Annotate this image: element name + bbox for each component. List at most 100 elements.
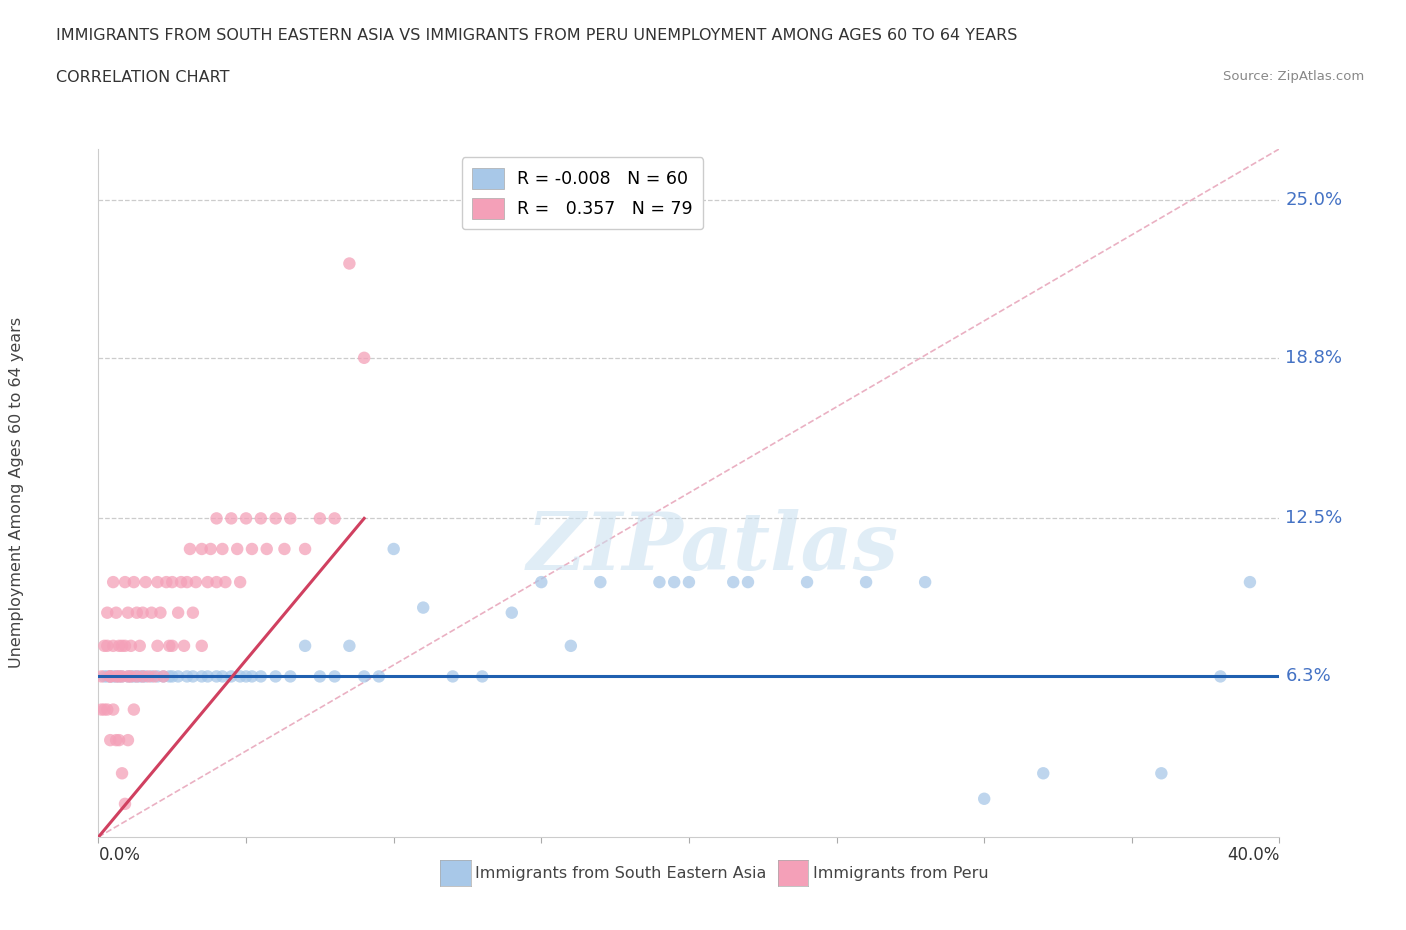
Point	[181, 605, 204, 620]
Point	[205, 575, 228, 590]
Text: 25.0%: 25.0%	[1285, 191, 1343, 208]
Point	[678, 575, 700, 590]
Point	[205, 511, 228, 525]
Point	[471, 669, 494, 684]
Point	[135, 575, 157, 590]
Point	[181, 669, 204, 684]
Point	[855, 575, 877, 590]
Point	[560, 638, 582, 653]
Point	[103, 702, 125, 717]
Point	[149, 605, 172, 620]
Text: 6.3%: 6.3%	[1285, 668, 1331, 685]
Point	[108, 669, 131, 684]
Text: 18.8%: 18.8%	[1285, 349, 1343, 366]
Point	[105, 733, 128, 748]
Point	[200, 541, 222, 556]
Text: Unemployment Among Ages 60 to 64 years: Unemployment Among Ages 60 to 64 years	[10, 317, 24, 669]
Point	[278, 669, 302, 684]
Point	[170, 575, 193, 590]
Point	[155, 575, 177, 590]
Point	[117, 733, 139, 748]
Point	[323, 669, 346, 684]
Point	[796, 575, 818, 590]
Point	[90, 702, 112, 717]
Point	[141, 669, 163, 684]
Point	[152, 669, 174, 684]
Point	[240, 541, 263, 556]
Text: CORRELATION CHART: CORRELATION CHART	[56, 70, 229, 85]
Point	[135, 669, 157, 684]
Point	[162, 638, 183, 653]
Point	[648, 575, 671, 590]
Point	[117, 669, 139, 684]
Point	[191, 541, 214, 556]
Point	[229, 575, 252, 590]
Point	[157, 669, 180, 684]
Point	[98, 669, 121, 684]
Point	[240, 669, 263, 684]
Point	[278, 511, 302, 525]
Point	[128, 669, 150, 684]
Point	[117, 605, 139, 620]
Point	[141, 605, 163, 620]
Point	[105, 669, 128, 684]
Text: ZIPatlas: ZIPatlas	[526, 510, 898, 587]
Point	[1032, 765, 1054, 780]
Point	[250, 669, 273, 684]
Point	[111, 765, 134, 780]
Point	[273, 541, 295, 556]
Point	[103, 575, 125, 590]
Point	[132, 669, 155, 684]
Point	[90, 669, 112, 684]
Text: Source: ZipAtlas.com: Source: ZipAtlas.com	[1223, 70, 1364, 83]
Point	[1209, 669, 1232, 684]
Text: 0.0%: 0.0%	[98, 846, 141, 864]
Text: Immigrants from South Eastern Asia: Immigrants from South Eastern Asia	[475, 866, 766, 881]
Point	[337, 256, 360, 271]
Text: IMMIGRANTS FROM SOUTH EASTERN ASIA VS IMMIGRANTS FROM PERU UNEMPLOYMENT AMONG AG: IMMIGRANTS FROM SOUTH EASTERN ASIA VS IM…	[56, 28, 1018, 43]
Point	[501, 605, 523, 620]
Point	[98, 669, 121, 684]
Point	[111, 669, 134, 684]
Point	[264, 511, 287, 525]
Point	[368, 669, 391, 684]
Point	[441, 669, 464, 684]
Point	[146, 669, 169, 684]
Point	[96, 669, 118, 684]
Point	[179, 541, 201, 556]
Point	[114, 638, 136, 653]
Point	[211, 669, 233, 684]
Point	[114, 575, 136, 590]
Point	[256, 541, 278, 556]
Point	[197, 575, 219, 590]
Point	[219, 669, 242, 684]
Point	[914, 575, 936, 590]
Point	[93, 702, 115, 717]
Point	[96, 638, 118, 653]
Point	[721, 575, 744, 590]
Point	[122, 702, 145, 717]
Point	[229, 669, 252, 684]
Point	[125, 669, 148, 684]
Point	[122, 669, 145, 684]
Point	[108, 638, 131, 653]
Point	[132, 605, 155, 620]
Point	[152, 669, 174, 684]
Point	[132, 669, 155, 684]
Point	[530, 575, 553, 590]
Text: 40.0%: 40.0%	[1227, 846, 1279, 864]
Point	[1239, 575, 1261, 590]
Point	[125, 605, 148, 620]
Point	[108, 669, 131, 684]
Point	[664, 575, 686, 590]
Point	[120, 638, 142, 653]
Point	[162, 575, 183, 590]
Point	[353, 351, 375, 365]
Point	[93, 638, 115, 653]
Legend: R = -0.008   N = 60, R =   0.357   N = 79: R = -0.008 N = 60, R = 0.357 N = 79	[461, 157, 703, 230]
Point	[226, 541, 249, 556]
Point	[382, 541, 405, 556]
Point	[353, 669, 375, 684]
Point	[146, 575, 169, 590]
Point	[143, 669, 166, 684]
